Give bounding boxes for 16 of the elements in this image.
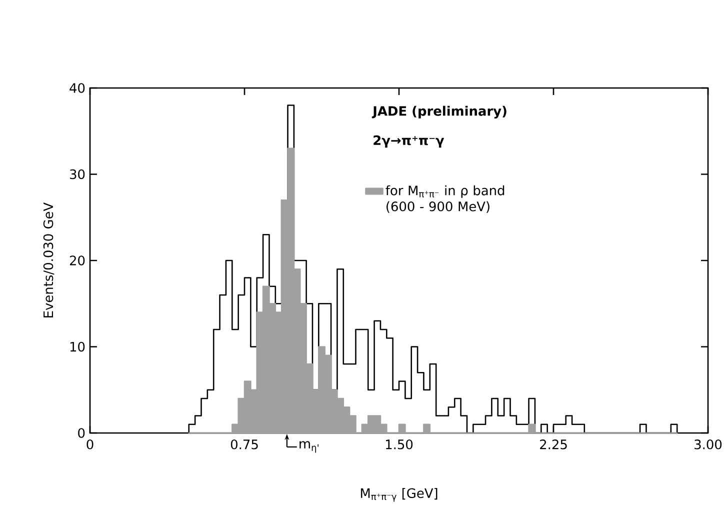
x-tick-label: 2.25: [540, 440, 567, 450]
annotation: 2γ→π⁺π⁻γ: [374, 135, 444, 148]
x-tick-label: 1.50: [386, 440, 413, 450]
y-tick-label: 40: [70, 83, 85, 93]
annotation: JADE (preliminary): [372, 106, 506, 118]
x-tick-label: 3.00: [694, 440, 722, 450]
x-tick-label: 0: [86, 440, 94, 450]
y-tick-label: 20: [70, 256, 85, 266]
x-axis-title: M$_{π⁺π⁻γ}$ [GeV]: [360, 488, 438, 502]
legend-label: for M$_{π⁺π⁻}$ in ρ band (600 - 900 MeV): [386, 185, 504, 213]
annotation: m$_{η'}$: [300, 441, 318, 453]
y-axis-title: Events/0.030 GeV: [43, 202, 54, 318]
y-tick-label: 0: [78, 428, 85, 438]
x-tick-label: 0.75: [230, 440, 258, 450]
y-tick-label: 30: [70, 169, 85, 180]
y-tick-label: 10: [70, 342, 85, 352]
